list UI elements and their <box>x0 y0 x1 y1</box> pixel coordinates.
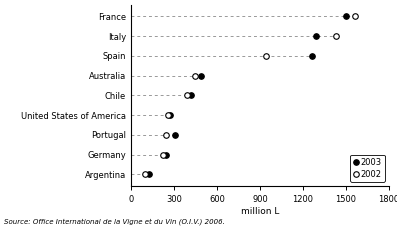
X-axis label: million L: million L <box>241 207 279 216</box>
Legend: 2003, 2002: 2003, 2002 <box>351 155 385 182</box>
Text: Source: Office International de la Vigne et du Vin (O.I.V.) 2006.: Source: Office International de la Vigne… <box>4 218 225 225</box>
